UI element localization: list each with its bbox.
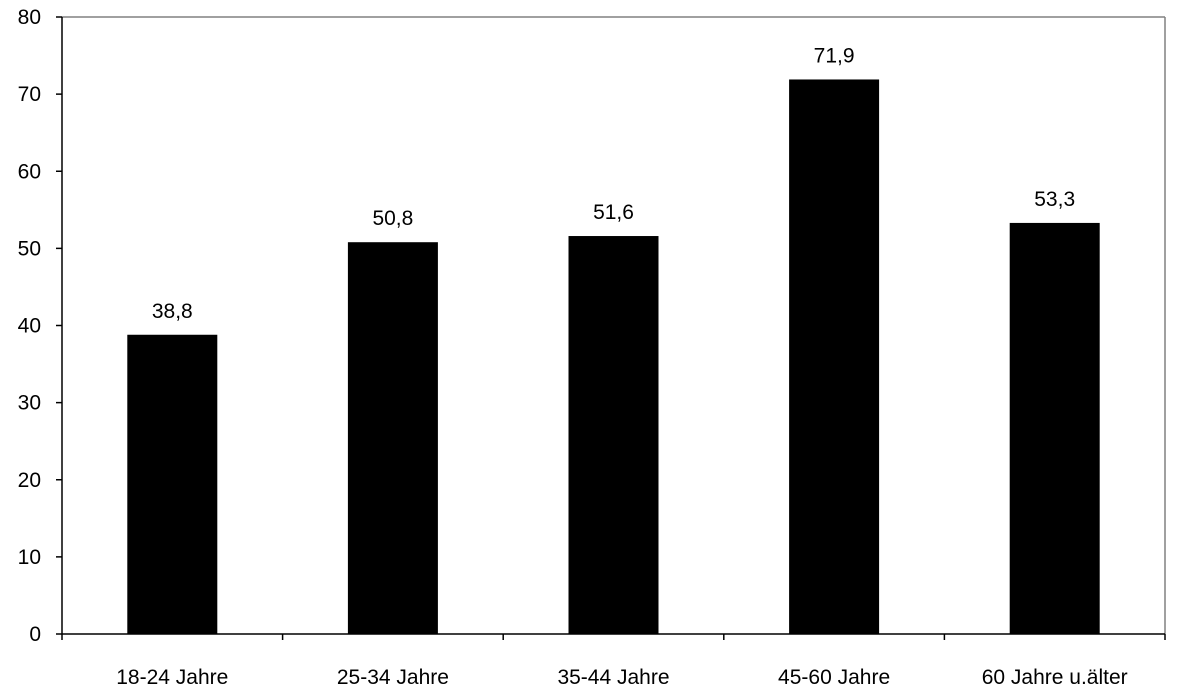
y-tick-label: 50 — [18, 237, 41, 260]
bar — [568, 236, 659, 634]
y-tick-label: 60 — [18, 160, 41, 183]
y-tick-label: 0 — [29, 623, 41, 646]
x-category-label: 35-44 Jahre — [557, 666, 669, 689]
bar — [789, 79, 880, 634]
bar-value-label: 51,6 — [593, 201, 634, 224]
x-category-label: 60 Jahre u.älter — [982, 666, 1128, 689]
bar-value-label: 50,8 — [372, 207, 413, 230]
bar — [1009, 222, 1100, 634]
y-tick-label: 10 — [18, 546, 41, 569]
bar — [127, 334, 218, 634]
x-category-label: 45-60 Jahre — [778, 666, 890, 689]
y-tick-label: 40 — [18, 315, 41, 338]
plot-frame — [62, 16, 1166, 634]
bar-value-label: 71,9 — [814, 44, 855, 67]
bars — [127, 79, 1100, 634]
bar-value-label: 53,3 — [1034, 188, 1075, 211]
x-category-label: 25-34 Jahre — [337, 666, 449, 689]
data-labels: 38,8 50,8 51,6 71,9 53,3 — [152, 44, 1075, 322]
y-tick-label: 30 — [18, 392, 41, 415]
y-tick-label: 70 — [18, 83, 41, 106]
bar-value-label: 38,8 — [152, 300, 193, 323]
x-axis: 18-24 Jahre 25-34 Jahre 35-44 Jahre 45-60 J… — [61, 633, 1166, 689]
bar — [347, 242, 438, 634]
y-axis: 0 10 20 30 40 50 60 70 80 — [18, 6, 63, 646]
y-tick-label: 20 — [18, 469, 41, 492]
x-category-label: 18-24 Jahre — [116, 666, 228, 689]
y-tick-label: 80 — [18, 6, 41, 29]
